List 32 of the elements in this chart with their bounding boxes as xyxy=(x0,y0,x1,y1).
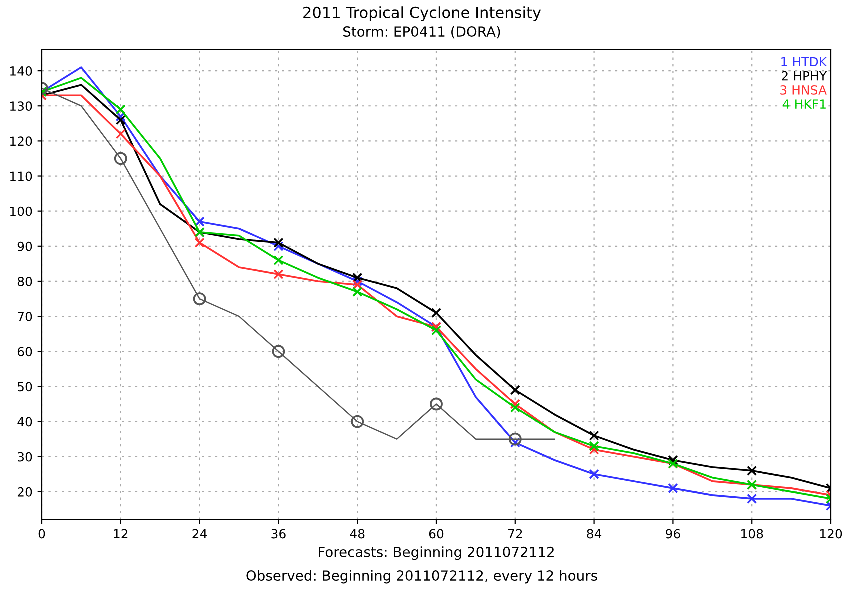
y-tick-label: 20 xyxy=(18,487,32,497)
text: 3 HNSA xyxy=(780,85,827,95)
x-tick-label: 36 xyxy=(272,529,286,539)
text: 1 HTDK xyxy=(782,57,828,67)
x-tick-label: 12 xyxy=(114,529,128,539)
x-tick-label: 120 xyxy=(820,529,842,539)
x-tick-label: 96 xyxy=(666,529,680,539)
y-tick-label: 140 xyxy=(10,66,32,76)
chart-title: 2011 Tropical Cyclone Intensity xyxy=(304,6,542,22)
x-axis-title: Forecasts: Beginning 2011072112 xyxy=(319,546,554,560)
x-tick-label: 84 xyxy=(587,529,602,539)
y-tick-label: 50 xyxy=(18,382,32,392)
x-tick-label: 48 xyxy=(350,529,365,539)
y-tick-label: 120 xyxy=(10,136,32,146)
text: Observed: Beginning 2011072112, every 12 hours xyxy=(246,570,598,584)
y-tick-label: 60 xyxy=(18,347,32,357)
x-tick-label: 72 xyxy=(508,529,522,539)
x-tick-label: 24 xyxy=(192,529,208,539)
y-tick-label: 130 xyxy=(10,102,32,112)
y-tick-label: 40 xyxy=(18,417,32,427)
y-tick-label: 30 xyxy=(18,452,32,462)
y-tick-label: 110 xyxy=(10,172,32,182)
x-tick-label: 0 xyxy=(38,529,46,539)
y-tick-label: 90 xyxy=(18,242,32,252)
text: 2 HPHY xyxy=(782,71,828,81)
x-tick-label: 108 xyxy=(742,529,764,539)
chart-subtitle: Storm: EP0411 (DORA) xyxy=(344,26,500,39)
y-tick-label: 70 xyxy=(18,312,32,322)
y-tick-label: 100 xyxy=(10,206,32,216)
y-tick-label: 80 xyxy=(18,276,32,286)
x-tick-label: 60 xyxy=(429,529,444,539)
text: 4 HKF1 xyxy=(783,100,826,109)
